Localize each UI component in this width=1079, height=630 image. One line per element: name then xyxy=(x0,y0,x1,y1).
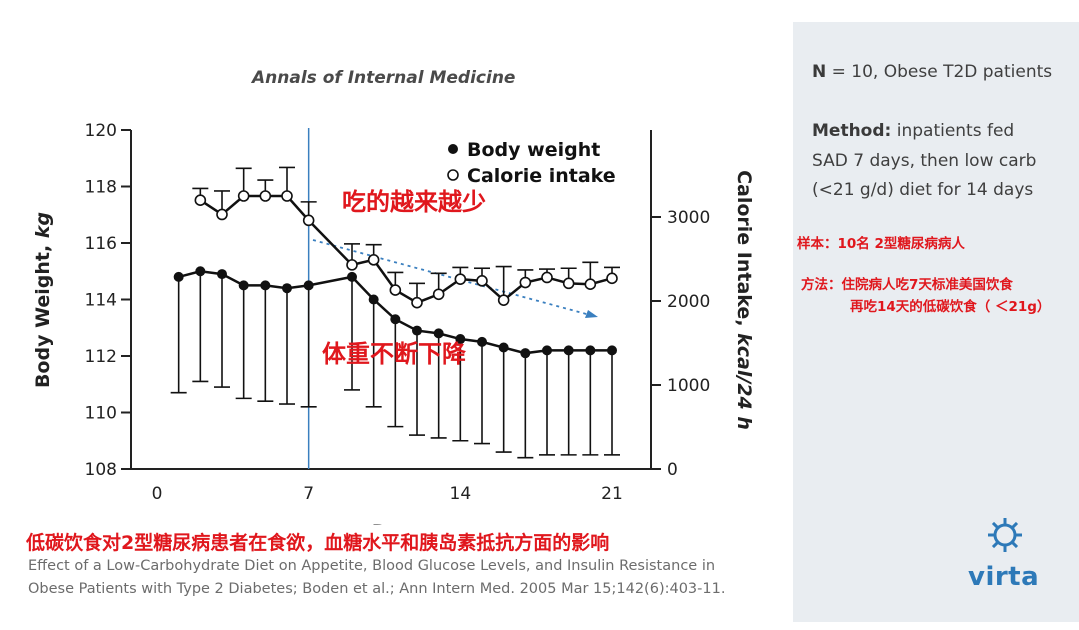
left-tick-label: 116 xyxy=(85,234,117,254)
weight-point xyxy=(303,280,314,291)
calorie-point xyxy=(281,190,293,202)
left-tick-label: 114 xyxy=(85,291,117,311)
calorie-point xyxy=(476,275,488,287)
left-tick-label: 112 xyxy=(85,347,117,367)
method-text-1: inpatients fed xyxy=(891,121,1015,141)
method-chinese-line-1: 方法：住院病人吃7天标准美国饮食 xyxy=(801,277,1013,293)
left-axis-title-text: Body Weight, xyxy=(32,238,54,388)
left-tick-label: 120 xyxy=(85,121,117,141)
x-tick-label: 0 xyxy=(152,484,163,504)
weight-point xyxy=(238,280,249,291)
n-label: N xyxy=(812,62,827,82)
weight-point xyxy=(195,266,206,277)
calorie-point xyxy=(454,273,467,285)
english-caption-line-2: Obese Patients with Type 2 Diabetes; Bod… xyxy=(28,581,726,597)
x-tick-label: 14 xyxy=(450,484,472,504)
left-axis-title: Body Weight, kg xyxy=(32,212,54,388)
calorie-point xyxy=(237,190,250,202)
method-label: Method: xyxy=(812,121,892,141)
right-axis-title: Calorie Intake, kcal/24 h xyxy=(733,170,755,430)
right-tick-label: 2000 xyxy=(667,292,710,312)
calorie-point xyxy=(411,296,423,309)
calorie-point xyxy=(541,271,553,284)
calorie-point xyxy=(194,194,207,206)
journal-title: Annals of Internal Medicine xyxy=(252,68,516,88)
calorie-point xyxy=(367,254,380,266)
calorie-point xyxy=(497,294,510,306)
left-axis-title-unit: kg xyxy=(32,212,54,238)
legend-calorie-label: Calorie intake xyxy=(467,165,616,187)
weight-point xyxy=(455,334,466,345)
method-line-1: Method: inpatients fed xyxy=(812,121,1014,141)
sample-chinese: 样本：10名 2型糖尿病病人 xyxy=(797,236,965,252)
virta-logo-icon xyxy=(988,518,1022,552)
calorie-point xyxy=(389,284,402,296)
x-axis-title: Day xyxy=(372,521,413,525)
weight-point xyxy=(498,342,509,353)
left-tick-label: 118 xyxy=(85,178,117,198)
weight-point xyxy=(563,345,574,356)
x-tick-label: 21 xyxy=(601,484,623,504)
weight-point xyxy=(520,348,531,359)
chinese-caption: 低碳饮食对2型糖尿病患者在食欲，血糖水平和胰岛素抵抗方面的影响 xyxy=(26,532,610,554)
annotation-eat-less: 吃的越来越少 xyxy=(342,188,486,216)
weight-point xyxy=(347,271,357,282)
calorie-point xyxy=(432,288,445,301)
weight-point xyxy=(412,325,422,336)
weight-point xyxy=(542,345,552,356)
left-tick-label: 110 xyxy=(85,404,117,424)
legend-weight-label: Body weight xyxy=(467,139,600,161)
calorie-point xyxy=(346,259,358,271)
weight-point xyxy=(607,345,617,356)
x-tick-label: 7 xyxy=(303,484,314,504)
left-tick-label: 108 xyxy=(85,460,117,480)
right-tick-label: 3000 xyxy=(667,208,710,228)
calorie-point xyxy=(606,272,618,285)
english-caption-line-1: Effect of a Low-Carbohydrate Diet on App… xyxy=(28,558,716,574)
calorie-point xyxy=(302,214,315,227)
calorie-point xyxy=(259,190,272,202)
weight-point xyxy=(173,271,184,282)
right-tick-label: 1000 xyxy=(667,376,710,396)
n-description: = 10, Obese T2D patients xyxy=(826,62,1053,82)
weight-point xyxy=(585,345,596,356)
weight-point xyxy=(282,283,292,294)
legend-weight-marker xyxy=(448,144,458,154)
weight-point xyxy=(477,336,487,347)
trend-arrow-line xyxy=(312,239,591,316)
trend-arrow-head xyxy=(585,310,598,318)
weight-point xyxy=(260,280,271,291)
annotation-weight-down: 体重不断下降 xyxy=(322,340,467,368)
calorie-point xyxy=(216,208,228,221)
weight-point xyxy=(433,328,444,339)
method-line-2: SAD 7 days, then low carb xyxy=(812,151,1037,171)
right-axis-title-text: Calorie Intake, xyxy=(733,170,755,333)
virta-logo-text: virta xyxy=(968,562,1040,592)
weight-point xyxy=(390,314,401,325)
calorie-point xyxy=(584,278,597,290)
right-tick-label: 0 xyxy=(667,460,678,480)
right-axis-title-unit: kcal/24 h xyxy=(733,333,755,430)
calorie-point xyxy=(519,276,532,289)
sample-size-text: N = 10, Obese T2D patients xyxy=(812,62,1052,82)
method-chinese-line-2: 再吃14天的低碳饮食（ ＜21g） xyxy=(850,299,1051,315)
legend-calorie-marker xyxy=(447,169,459,181)
weight-point xyxy=(217,269,227,280)
info-panel xyxy=(793,22,1079,622)
method-line-3: (<21 g/d) diet for 14 days xyxy=(812,180,1034,200)
weight-point xyxy=(368,294,379,305)
calorie-point xyxy=(562,277,575,290)
weight-calorie-chart: 108 110 112 114 116 118 120 0 1000 2000 3000 0 7 14 21… xyxy=(32,121,755,525)
